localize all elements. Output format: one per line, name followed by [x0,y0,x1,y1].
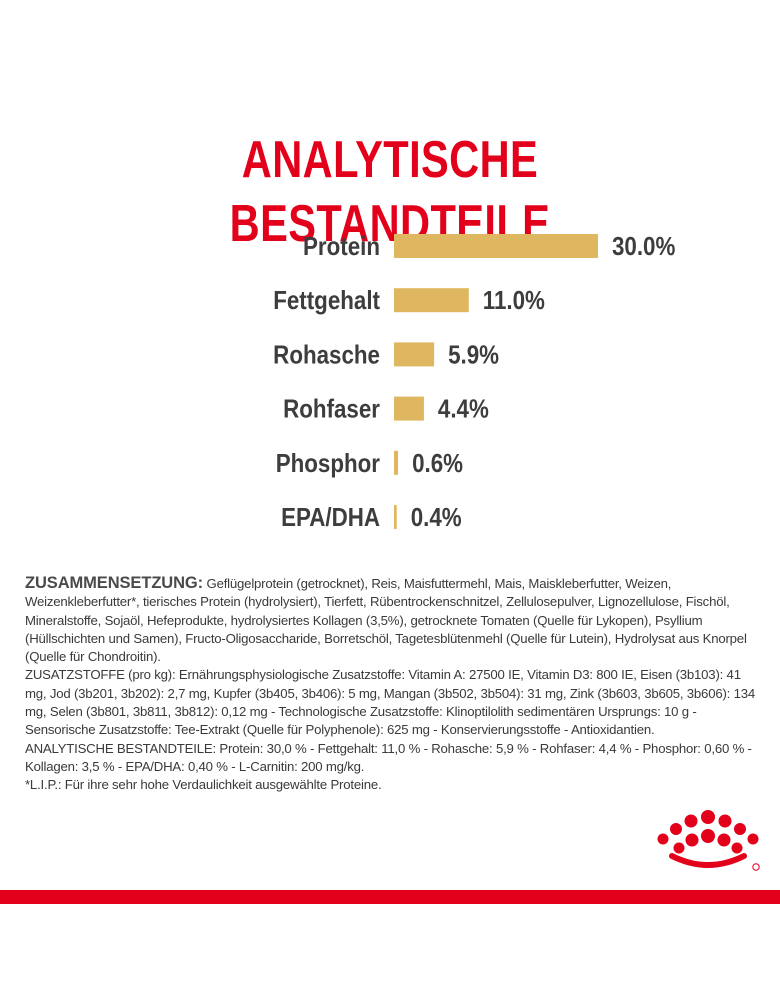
nutrient-bar-chart: Protein 30.0% Fettgehalt 11.0% Rohasche 5.9% R… [273,232,675,532]
composition-heading: ZUSAMMENSETZUNG: [25,574,204,592]
category-label: Protein [303,232,380,261]
bar [394,450,399,475]
additives-text: ZUSATZSTOFFE (pro kg): Ernährungsphysiol… [25,667,755,738]
value-label: 5.9% [448,341,499,370]
bar [394,342,435,367]
category-label: Rohfaser [283,395,380,424]
category-label: Phosphor [276,449,381,478]
value-label: 30.0% [612,232,675,261]
category-label: Fettgehalt [273,287,380,316]
composition-text: ZUSAMMENSETZUNG: Geflügelprotein (getroc… [25,574,760,795]
bar [394,396,424,421]
bar [394,288,469,313]
crown-icon [657,810,760,871]
category-label: EPA/DHA [281,503,380,532]
ingredients-text: Geflügelprotein (getrocknet), Reis, Mais… [25,576,747,665]
value-label: 4.4% [438,395,489,424]
analytics-text: ANALYTISCHE BESTANDTEILE: Protein: 30,0 … [25,740,752,774]
value-label: 11.0% [483,287,545,316]
ingredients-paragraph: ZUSAMMENSETZUNG: Geflügelprotein (getroc… [25,574,760,666]
value-label: 0.6% [412,449,463,478]
category-label: Rohasche [273,341,380,370]
footnote-text: *L.I.P.: Für ihre sehr hohe Verdaulichke… [25,777,382,793]
bar [394,505,397,529]
page-title: ANALYTISCHE BESTANDTEILE [229,131,551,253]
value-label: 0.4% [411,503,462,532]
bar [394,234,598,258]
brand-stripe [0,890,780,904]
